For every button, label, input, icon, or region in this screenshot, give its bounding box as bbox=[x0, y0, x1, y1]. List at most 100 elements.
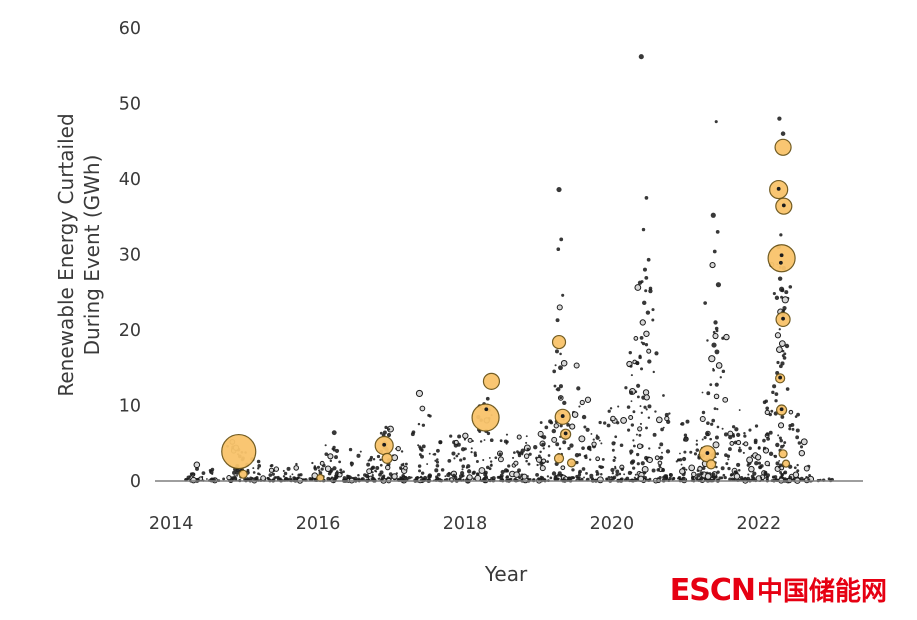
data-point bbox=[578, 471, 581, 474]
data-point bbox=[728, 435, 733, 440]
data-point bbox=[581, 446, 585, 450]
data-point bbox=[764, 409, 770, 416]
data-point bbox=[376, 454, 381, 459]
data-point bbox=[661, 468, 665, 473]
data-point bbox=[640, 411, 643, 414]
data-point bbox=[776, 186, 781, 191]
data-point bbox=[583, 476, 586, 479]
data-point bbox=[195, 466, 199, 471]
highlighted-bubble bbox=[774, 138, 792, 156]
data-point bbox=[627, 470, 632, 475]
highlighted-bubble bbox=[781, 459, 791, 468]
data-point bbox=[438, 440, 443, 445]
data-point bbox=[528, 452, 532, 456]
data-point bbox=[541, 442, 546, 447]
data-point bbox=[453, 439, 459, 445]
data-point bbox=[715, 362, 723, 369]
data-point bbox=[271, 472, 275, 476]
data-point bbox=[779, 407, 784, 412]
data-point bbox=[252, 467, 255, 470]
data-point bbox=[313, 467, 318, 471]
data-point bbox=[779, 465, 785, 471]
y-axis-label-line1: Renewable Energy Curtailed bbox=[54, 113, 78, 396]
data-point bbox=[714, 349, 720, 355]
x-axis-label: Year bbox=[484, 562, 528, 586]
data-point bbox=[363, 473, 367, 477]
data-point bbox=[462, 432, 469, 439]
data-point bbox=[644, 275, 649, 280]
data-point bbox=[633, 476, 636, 479]
data-point bbox=[708, 355, 716, 363]
data-point bbox=[571, 411, 579, 418]
data-point bbox=[731, 425, 736, 429]
data-point bbox=[403, 475, 408, 480]
data-point bbox=[587, 445, 592, 450]
data-point bbox=[607, 475, 611, 479]
data-point bbox=[382, 442, 387, 447]
data-point bbox=[721, 369, 726, 374]
data-point bbox=[559, 396, 563, 400]
data-point bbox=[387, 428, 391, 431]
data-point bbox=[201, 475, 204, 478]
data-point bbox=[776, 360, 780, 365]
data-point bbox=[246, 468, 250, 472]
data-point bbox=[479, 440, 483, 443]
data-point bbox=[606, 423, 611, 428]
data-point bbox=[640, 367, 644, 371]
data-point bbox=[799, 445, 804, 449]
data-point bbox=[788, 285, 793, 289]
data-point bbox=[193, 461, 201, 469]
data-point bbox=[407, 476, 412, 480]
data-point bbox=[633, 444, 636, 448]
data-point bbox=[558, 384, 563, 389]
data-point bbox=[765, 406, 770, 411]
data-point bbox=[356, 453, 361, 458]
data-point bbox=[778, 375, 783, 380]
data-point bbox=[630, 374, 633, 377]
data-point bbox=[503, 439, 508, 444]
data-point bbox=[780, 131, 786, 136]
data-point bbox=[712, 330, 716, 334]
data-point bbox=[668, 412, 671, 415]
data-point bbox=[768, 430, 773, 435]
data-point bbox=[548, 419, 553, 424]
data-point bbox=[427, 413, 431, 417]
data-point bbox=[559, 424, 563, 428]
data-point bbox=[777, 116, 782, 121]
data-point bbox=[470, 450, 473, 454]
data-point bbox=[546, 460, 549, 464]
data-point bbox=[499, 439, 503, 443]
data-point bbox=[685, 468, 688, 471]
data-point bbox=[246, 477, 250, 481]
data-point bbox=[764, 460, 770, 467]
data-point bbox=[613, 441, 616, 444]
data-point bbox=[747, 473, 750, 476]
data-point bbox=[695, 443, 699, 446]
data-point bbox=[576, 386, 581, 391]
data-point bbox=[623, 473, 626, 476]
y-tick-label: 60 bbox=[119, 19, 141, 39]
y-tick-label: 30 bbox=[119, 246, 141, 266]
data-point bbox=[392, 454, 395, 457]
data-point bbox=[463, 438, 467, 441]
data-point bbox=[774, 399, 778, 403]
data-point bbox=[643, 405, 647, 409]
data-point bbox=[360, 477, 364, 481]
data-point bbox=[590, 477, 594, 481]
data-point bbox=[596, 476, 604, 484]
data-point bbox=[359, 450, 362, 453]
data-point bbox=[527, 462, 531, 466]
data-point bbox=[792, 471, 800, 478]
y-axis-label-line2: During Event (GWh) bbox=[80, 155, 104, 356]
data-point bbox=[266, 476, 270, 480]
data-point bbox=[496, 475, 500, 479]
data-point bbox=[528, 478, 532, 481]
data-point bbox=[539, 462, 543, 466]
data-point bbox=[781, 203, 786, 208]
data-point bbox=[629, 390, 634, 395]
data-point bbox=[583, 425, 587, 429]
data-point bbox=[595, 474, 598, 476]
data-point bbox=[553, 384, 557, 388]
data-point bbox=[651, 318, 655, 322]
data-point bbox=[642, 389, 650, 396]
